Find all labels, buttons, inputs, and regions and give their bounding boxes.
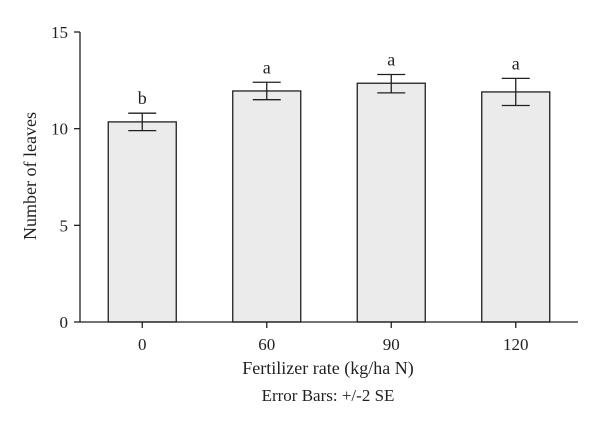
axes-layer <box>79 32 578 323</box>
error-bars-caption: Error Bars: +/-2 SE <box>262 386 395 405</box>
y-ticks-layer: 0 5 10 15 <box>51 23 80 332</box>
y-tick-label: 0 <box>60 313 69 332</box>
x-tick-label: 60 <box>258 335 275 354</box>
group-letter-120: a <box>512 53 520 73</box>
error-bar-90 <box>377 73 406 94</box>
y-tick-label: 5 <box>60 216 69 235</box>
bar-90 <box>356 82 426 323</box>
group-letter-60: a <box>263 57 271 77</box>
error-bar-60 <box>252 81 281 101</box>
x-tick-label: 120 <box>503 335 529 354</box>
group-letters-layer: b a a a <box>138 50 520 109</box>
x-tick-label: 0 <box>138 335 147 354</box>
x-axis-title: Fertilizer rate (kg/ha N) <box>242 358 413 379</box>
x-tick-label: 90 <box>383 335 400 354</box>
error-bar-0 <box>128 112 157 132</box>
y-axis-title: Number of leaves <box>20 112 40 240</box>
bars-layer <box>107 82 551 323</box>
group-letter-90: a <box>387 50 395 70</box>
group-letter-0: b <box>138 88 147 108</box>
bar-60 <box>232 90 302 323</box>
error-bar-120 <box>501 77 530 107</box>
y-tick-label: 10 <box>51 120 68 139</box>
bar-0 <box>107 121 177 323</box>
y-tick-label: 15 <box>51 23 68 42</box>
x-ticks-layer: 0 60 90 120 <box>138 322 529 354</box>
error-bars-layer <box>128 73 530 132</box>
bar-120 <box>481 91 551 323</box>
